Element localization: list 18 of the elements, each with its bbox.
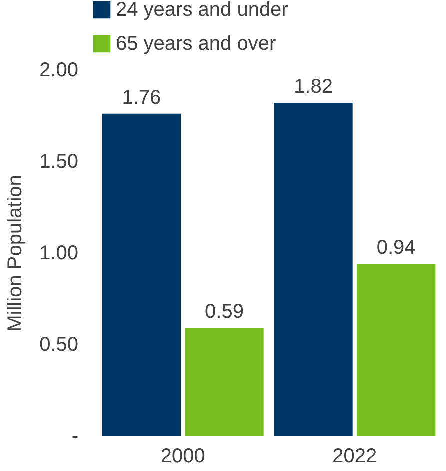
y-tick-label: 1.00 <box>40 242 78 264</box>
bar <box>185 328 264 436</box>
x-tick-label: 2000 <box>160 446 206 468</box>
x-tick-label: 2022 <box>332 446 378 468</box>
bar <box>274 102 353 436</box>
bar <box>102 114 182 436</box>
y-tick-label: 1.50 <box>40 151 78 173</box>
y-tick-label: 0.50 <box>40 334 78 356</box>
y-axis-title: Million Population <box>4 175 27 332</box>
legend-label: 24 years and under <box>116 0 289 21</box>
y-tick-label: 2.00 <box>40 60 78 82</box>
data-label: 0.59 <box>205 301 244 324</box>
data-label: 1.82 <box>294 76 333 98</box>
bar <box>356 264 436 436</box>
data-label: 0.94 <box>376 236 416 259</box>
data-label: 1.76 <box>122 86 162 109</box>
legend-label: 65 years and over <box>116 33 276 55</box>
y-tick-label: - <box>72 426 78 448</box>
